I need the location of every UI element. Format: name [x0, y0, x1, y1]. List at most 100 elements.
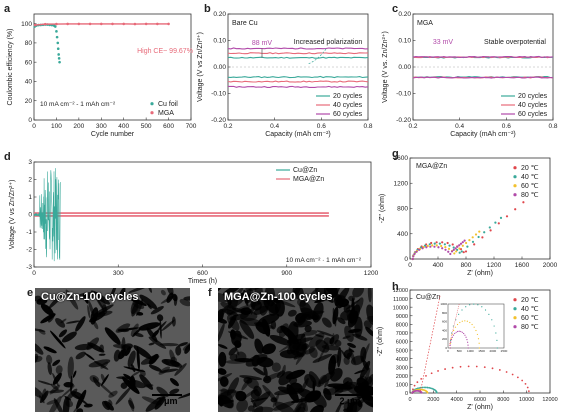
legend-label: 40 cycles [333, 102, 363, 109]
data-point [437, 246, 440, 249]
x-tick-label: 0.6 [317, 123, 326, 130]
sem-grain [35, 328, 46, 332]
sem-grain [160, 289, 166, 296]
inset-point [463, 332, 465, 335]
voltage-curve [228, 85, 369, 88]
sem-grain [348, 295, 356, 302]
y-tick-label: -2 [26, 247, 32, 254]
scale-bar-text-mga: 2 μm [339, 396, 361, 406]
annotation-ce: High CE~ 99.67% [137, 48, 193, 55]
sem-grain [46, 399, 58, 405]
inset-point [495, 332, 497, 334]
annotation-mv: 33 mV [433, 39, 454, 46]
data-point [473, 243, 476, 246]
inset-point [461, 320, 463, 322]
data-point [58, 60, 61, 64]
sem-grain [364, 367, 371, 383]
sem-grain [73, 406, 79, 412]
legend-swatch [513, 193, 517, 197]
data-point [527, 390, 530, 393]
sem-grain [285, 369, 306, 380]
legend-label: 20 cycles [333, 93, 363, 100]
x-tick-label: 800 [461, 262, 472, 269]
data-point [505, 371, 508, 373]
data-point [418, 387, 421, 389]
x-tick-label: 400 [118, 123, 129, 130]
inset-y-tick: 800 [442, 311, 447, 315]
sem-grain [159, 342, 179, 347]
annotation-polarization: Increased polarization [294, 39, 363, 46]
y-axis-title: Voltage (V vs Zn/Zn²⁺) [197, 32, 204, 102]
sem-grain [129, 397, 135, 412]
sem-grain [133, 302, 145, 309]
inset-point [461, 309, 463, 311]
data-point [413, 384, 416, 387]
sem-grain [239, 375, 263, 381]
sem-grain [330, 334, 340, 346]
voltage-curve [227, 52, 369, 55]
sem-grain [133, 332, 144, 338]
sem-grain [312, 353, 333, 363]
data-point [444, 246, 447, 249]
sem-grain [270, 397, 278, 403]
sem-grain [184, 344, 190, 354]
legend-swatch [150, 102, 154, 106]
sem-grain [49, 384, 61, 395]
data-point [474, 233, 478, 236]
sem-grain [110, 288, 117, 299]
data-point [420, 391, 423, 394]
x-tick-label: 1200 [364, 270, 379, 277]
chart-a: 0 100 200 300 400 500 600 700 0 20 40 60 80 100 Cycle … [7, 13, 197, 138]
sem-grain [163, 359, 170, 366]
sem-grain [98, 353, 106, 356]
cu-trace [33, 168, 61, 262]
sem-grain [36, 297, 48, 305]
sem-grain [41, 388, 47, 401]
sem-grain [76, 408, 84, 412]
data-point [456, 245, 459, 248]
y-tick-label: 60 [25, 59, 33, 66]
data-point [498, 369, 501, 371]
sem-grain [275, 299, 285, 317]
sem-grain [305, 288, 320, 302]
inset-y-tick: 600 [442, 320, 447, 324]
legend-swatch [513, 184, 517, 188]
data-point [505, 215, 509, 218]
sem-grain [366, 304, 373, 326]
plot-frame [33, 13, 192, 121]
data-point [454, 247, 457, 250]
sem-grain [138, 322, 161, 331]
data-point [420, 377, 423, 380]
sem-grain [177, 390, 190, 399]
panel-letter: f [208, 287, 212, 299]
data-point [455, 250, 458, 253]
sem-grain [253, 367, 266, 376]
sem-grain [350, 309, 359, 318]
chart-h: 0 2000 4000 6000 8000 10000 120000100020003000… [377, 288, 558, 411]
inset-x-tick: 1000 [467, 349, 474, 353]
y-tick-label: 0.20 [213, 11, 226, 18]
x-axis-title: Capacity (mAh cm⁻²) [265, 131, 331, 138]
x-tick-label: 0.8 [548, 123, 557, 130]
x-axis-title: Cycle number [91, 131, 135, 138]
panel-letter: e [27, 287, 33, 299]
data-point [416, 381, 419, 384]
sem-grain [219, 389, 240, 394]
sem-grain [169, 378, 179, 387]
sem-grain [75, 351, 86, 360]
annotation-condition: 10 mA cm⁻² · 1 mAh cm⁻² [286, 257, 362, 264]
sem-grain [218, 368, 227, 375]
sem-grain [86, 337, 100, 351]
data-point [411, 257, 414, 261]
data-point [451, 366, 454, 369]
sem-grain [52, 372, 62, 385]
inset-point [475, 329, 477, 332]
panel-letter: h [392, 281, 399, 293]
sem-grain [218, 309, 224, 323]
data-point [468, 239, 471, 242]
sem-grain [245, 353, 268, 367]
sem-grain [218, 344, 228, 349]
data-point [426, 391, 429, 394]
chart-b: 0.2 0.4 0.6 0.8 -0.20 -0.10 0.00 0.10 0.20 Capaci… [197, 11, 373, 138]
inset-point [461, 331, 463, 333]
